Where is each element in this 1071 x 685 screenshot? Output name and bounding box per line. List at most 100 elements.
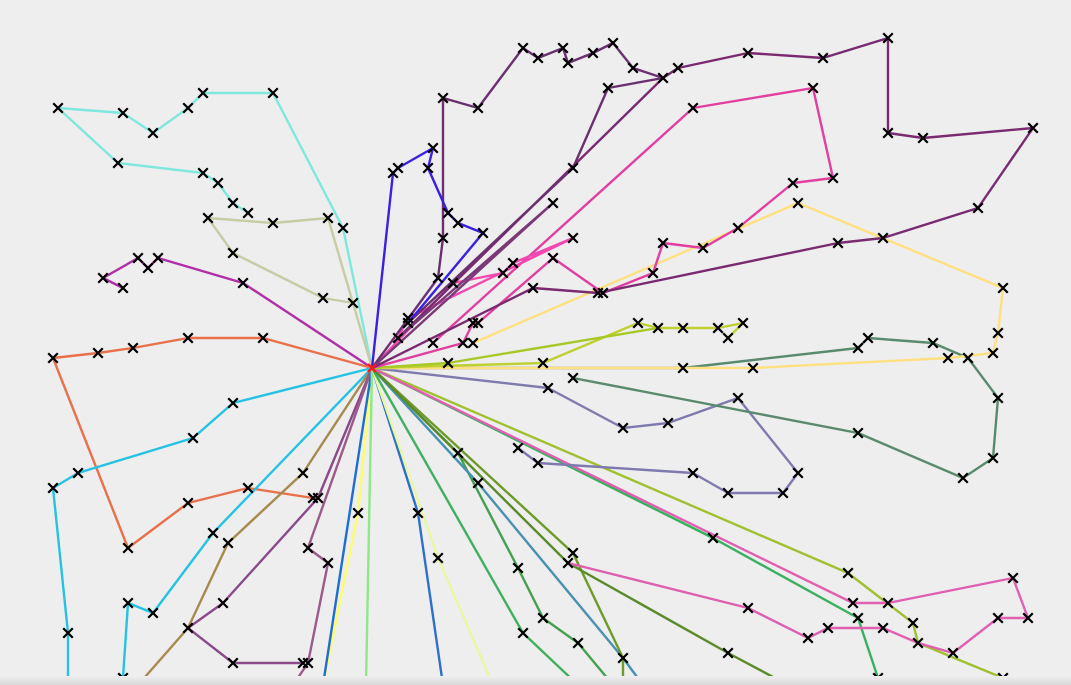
stop-marker-icon <box>617 422 629 434</box>
stop-marker-icon <box>617 652 629 664</box>
stop-marker-icon <box>537 612 549 624</box>
stop-marker-icon <box>402 317 414 329</box>
stop-marker-icon <box>222 537 234 549</box>
stop-marker-icon <box>242 207 254 219</box>
stop-marker-icon <box>92 347 104 359</box>
stop-marker-icon <box>442 357 454 369</box>
stop-marker-icon <box>302 542 314 554</box>
stop-marker-icon <box>807 82 819 94</box>
route-line-31 <box>371 41 665 369</box>
stop-marker-icon <box>447 277 459 289</box>
stop-marker-icon <box>822 622 834 634</box>
stop-marker-icon <box>267 87 279 99</box>
depot-layer <box>367 363 377 373</box>
stop-marker-icon <box>147 127 159 139</box>
route-line-3 <box>101 256 373 370</box>
stop-marker-icon <box>507 257 519 269</box>
route-line-26 <box>371 321 745 370</box>
stop-marker-icon <box>202 212 214 224</box>
route-line-30 <box>371 36 1035 370</box>
stop-marker-icon <box>317 292 329 304</box>
route-line-28 <box>371 86 835 370</box>
stop-marker-icon <box>197 167 209 179</box>
stop-marker-icon <box>207 527 219 539</box>
stop-marker-icon <box>1022 612 1034 624</box>
stop-marker-icon <box>152 252 164 264</box>
stop-marker-icon <box>112 157 124 169</box>
depot-marker-icon <box>367 363 377 373</box>
stop-marker-icon <box>842 567 854 579</box>
stop-marker-icon <box>942 352 954 364</box>
stop-marker-icon <box>647 267 659 279</box>
stop-marker-icon <box>132 252 144 264</box>
stop-marker-icon <box>987 347 999 359</box>
stop-marker-icon <box>832 237 844 249</box>
stop-marker-icon <box>517 627 529 639</box>
route-line-20 <box>371 366 880 679</box>
stop-marker-icon <box>62 627 74 639</box>
stop-marker-icon <box>237 277 249 289</box>
stop-marker-icon <box>472 317 484 329</box>
stop-marker-icon <box>182 497 194 509</box>
stop-marker-icon <box>302 657 314 669</box>
route-line-17 <box>371 367 625 685</box>
stop-marker-icon <box>602 82 614 94</box>
stop-marker-icon <box>477 227 489 239</box>
stop-marker-icon <box>777 487 789 499</box>
stop-marker-icon <box>737 317 749 329</box>
stop-marker-icon <box>567 162 579 174</box>
stop-marker-icon <box>592 287 604 299</box>
stop-marker-icon <box>467 337 479 349</box>
route-line-13 <box>370 367 445 685</box>
stop-marker-icon <box>437 92 449 104</box>
stop-marker-icon <box>882 127 894 139</box>
stop-marker-icon <box>197 87 209 99</box>
stop-marker-icon <box>972 202 984 214</box>
stop-marker-icon <box>227 397 239 409</box>
route-line-7 <box>137 367 374 685</box>
stop-marker-icon <box>562 57 574 69</box>
stop-marker-icon <box>117 107 129 119</box>
stop-marker-icon <box>562 557 574 569</box>
route-line-12 <box>364 367 374 685</box>
stop-marker-icon <box>677 322 689 334</box>
stop-marker-icon <box>567 232 579 244</box>
stop-marker-icon <box>697 242 709 254</box>
stop-marker-icon <box>792 467 804 479</box>
stop-marker-icon <box>422 162 434 174</box>
route-line-25 <box>372 201 1005 370</box>
stop-marker-icon <box>912 637 924 649</box>
stop-marker-icon <box>687 102 699 114</box>
stop-marker-icon <box>907 617 919 629</box>
stop-marker-icon <box>497 267 509 279</box>
stop-marker-icon <box>862 332 874 344</box>
stop-marker-icon <box>1007 572 1019 584</box>
stop-marker-icon <box>182 102 194 114</box>
stop-marker-icon <box>322 557 334 569</box>
stop-marker-icon <box>322 212 334 224</box>
stop-marker-icon <box>242 482 254 494</box>
stop-marker-icon <box>997 282 1009 294</box>
stop-marker-icon <box>297 467 309 479</box>
stop-marker-icon <box>632 317 644 329</box>
route-line-16 <box>371 367 644 685</box>
stop-marker-icon <box>47 352 59 364</box>
stop-marker-icon <box>542 382 554 394</box>
stop-marker-icon <box>657 72 669 84</box>
stop-marker-icon <box>182 332 194 344</box>
stop-marker-icon <box>852 427 864 439</box>
stop-marker-icon <box>852 342 864 354</box>
stop-marker-icon <box>182 622 194 634</box>
stop-marker-icon <box>147 607 159 619</box>
stop-marker-icon <box>437 232 449 244</box>
stop-marker-icon <box>657 237 669 249</box>
stop-marker-icon <box>532 457 544 469</box>
stop-marker-icon <box>452 217 464 229</box>
stop-marker-icon <box>992 392 1004 404</box>
stop-marker-icon <box>547 252 559 264</box>
stop-marker-icon <box>712 322 724 334</box>
stop-marker-icon <box>122 597 134 609</box>
stop-marker-icon <box>257 332 269 344</box>
stop-marker-icon <box>882 597 894 609</box>
